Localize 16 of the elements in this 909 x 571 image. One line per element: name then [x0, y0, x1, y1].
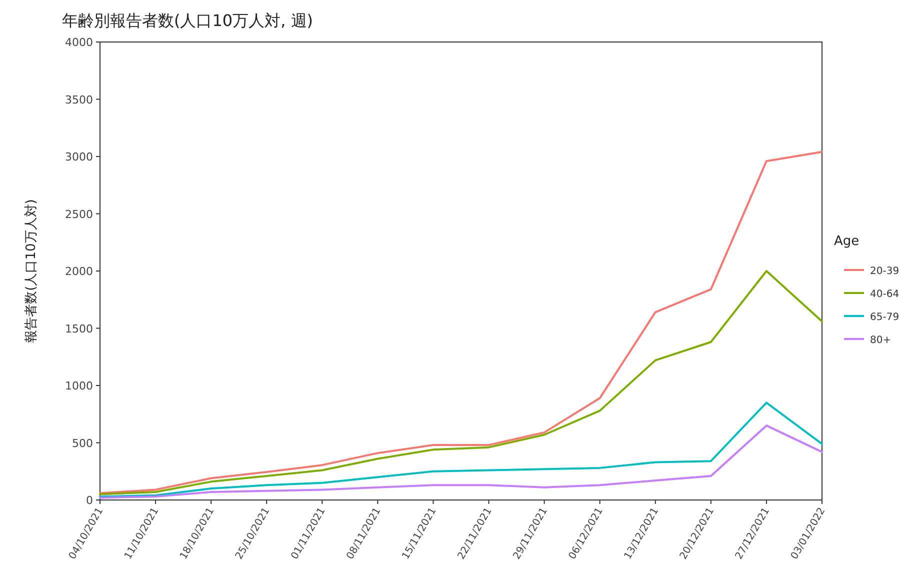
legend-title: Age	[834, 234, 860, 249]
y-axis-title: 報告者数(人口10万人対)	[23, 199, 39, 343]
y-tick-label: 2500	[65, 208, 93, 221]
y-tick-label: 1500	[65, 322, 93, 336]
y-tick-label: 3500	[65, 93, 93, 106]
legend-label: 40-64	[870, 289, 900, 300]
legend-label: 20-39	[870, 266, 900, 277]
y-tick-label: 4000	[65, 36, 93, 49]
chart-title: 年齢別報告者数(人口10万人対, 週)	[62, 11, 314, 30]
y-tick-label: 500	[72, 436, 93, 450]
legend-label: 65-79	[870, 312, 900, 323]
legend-label: 80+	[870, 335, 892, 346]
y-tick-label: 0	[86, 494, 93, 507]
y-tick-label: 1000	[65, 380, 93, 392]
y-tick-label: 2000	[65, 265, 93, 278]
y-tick-label: 3000	[65, 150, 93, 164]
